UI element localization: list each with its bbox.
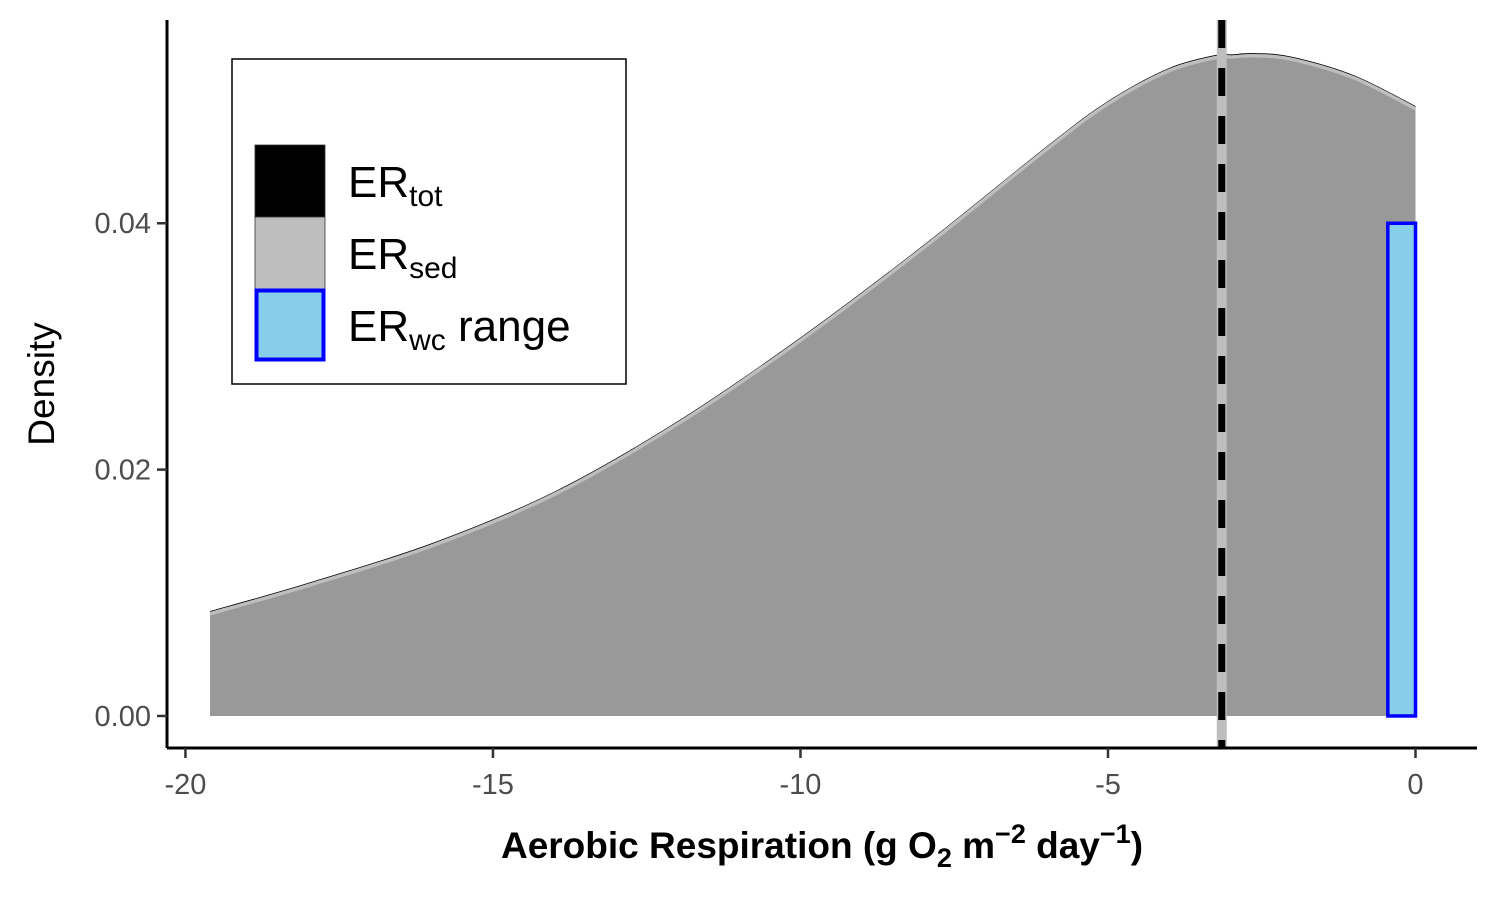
legend-label-base: ER: [348, 302, 409, 351]
x-tick-label: 0: [1407, 769, 1423, 801]
legend-key-wc: [254, 288, 326, 362]
y-tick-label: 0.04: [95, 208, 151, 240]
reference-marks-layer: [1216, 20, 1418, 748]
density-area-layer: [209, 53, 1417, 716]
x-title-m-exponent: −2: [995, 819, 1026, 849]
x-title-day: day: [1026, 825, 1100, 866]
x-tick-label: -20: [164, 769, 206, 801]
x-axis-title: Aerobic Respiration (g O2 m−2 day−1): [501, 819, 1143, 873]
x-tick-label: -10: [780, 769, 822, 801]
legend-label-suffix: range: [446, 302, 571, 351]
legend-label-base: ER: [348, 158, 409, 207]
axes-layer: -20 -15 -10 -5 0 0.00 0.02 0.04 Density Aerobic R…: [21, 20, 1477, 873]
x-title-m: m: [952, 825, 995, 866]
legend-label-tot: ERtot: [348, 158, 443, 213]
x-title-day-exponent: −1: [1100, 819, 1131, 849]
legend-key-sed: [254, 216, 326, 290]
y-axis-title: Density: [21, 322, 62, 446]
legend-label-subscript: wc: [408, 324, 446, 357]
legend-label-subscript: tot: [409, 180, 443, 213]
legend-label-base: ER: [348, 230, 409, 279]
y-tick-label: 0.02: [95, 455, 151, 487]
x-title-o2-subscript: 2: [937, 843, 952, 873]
rect-wc-range: [1386, 221, 1418, 718]
legend-label-wc: ERwc range: [348, 302, 571, 357]
x-tick-label: -5: [1095, 769, 1121, 801]
legend-label-sed: ERsed: [348, 230, 458, 285]
x-title-main: Aerobic Respiration (g O: [501, 825, 937, 866]
y-tick-label: 0.00: [95, 701, 151, 733]
legend-key-tot: [254, 144, 326, 218]
x-title-close: ): [1131, 825, 1143, 866]
density-curve-sed-outline: [209, 53, 1417, 616]
density-area: [210, 55, 1416, 716]
legend-label-subscript: sed: [409, 252, 457, 285]
x-tick-label: -15: [472, 769, 514, 801]
